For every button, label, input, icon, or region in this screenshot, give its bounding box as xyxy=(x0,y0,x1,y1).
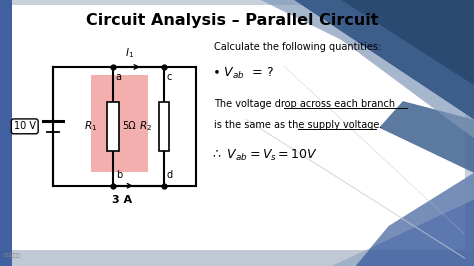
Text: The voltage drop across each branch: The voltage drop across each branch xyxy=(214,99,395,109)
Bar xyxy=(107,102,119,151)
Polygon shape xyxy=(379,101,474,173)
Text: 3 A: 3 A xyxy=(112,194,132,205)
Text: 5Ω: 5Ω xyxy=(122,121,136,131)
Bar xyxy=(0,250,474,266)
Polygon shape xyxy=(261,0,474,138)
Bar xyxy=(158,102,169,151)
Bar xyxy=(0,0,12,266)
Polygon shape xyxy=(341,0,474,85)
Text: Circuit Analysis – Parallel Circuit: Circuit Analysis – Parallel Circuit xyxy=(86,13,379,28)
Polygon shape xyxy=(356,173,474,266)
Polygon shape xyxy=(308,173,474,266)
Text: a: a xyxy=(116,72,122,82)
Text: $R_1$: $R_1$ xyxy=(84,119,97,133)
Text: is the same as the supply voltage.: is the same as the supply voltage. xyxy=(214,120,383,130)
Text: 000食来阿: 000食来阿 xyxy=(2,253,20,258)
Text: 10 V: 10 V xyxy=(14,121,36,131)
Text: $\therefore\ V_{ab} = V_s = 10V$: $\therefore\ V_{ab} = V_s = 10V$ xyxy=(210,147,318,163)
Text: b: b xyxy=(116,171,122,181)
Text: c: c xyxy=(166,72,172,82)
Text: $R_2$: $R_2$ xyxy=(138,119,152,133)
Polygon shape xyxy=(294,0,474,120)
Text: d: d xyxy=(166,171,173,181)
Bar xyxy=(91,75,148,172)
Text: Calculate the following quantities:: Calculate the following quantities: xyxy=(214,42,382,52)
Text: $\bullet\ V_{ab}$  = ?: $\bullet\ V_{ab}$ = ? xyxy=(212,66,273,81)
Text: $I_1$: $I_1$ xyxy=(125,47,134,60)
